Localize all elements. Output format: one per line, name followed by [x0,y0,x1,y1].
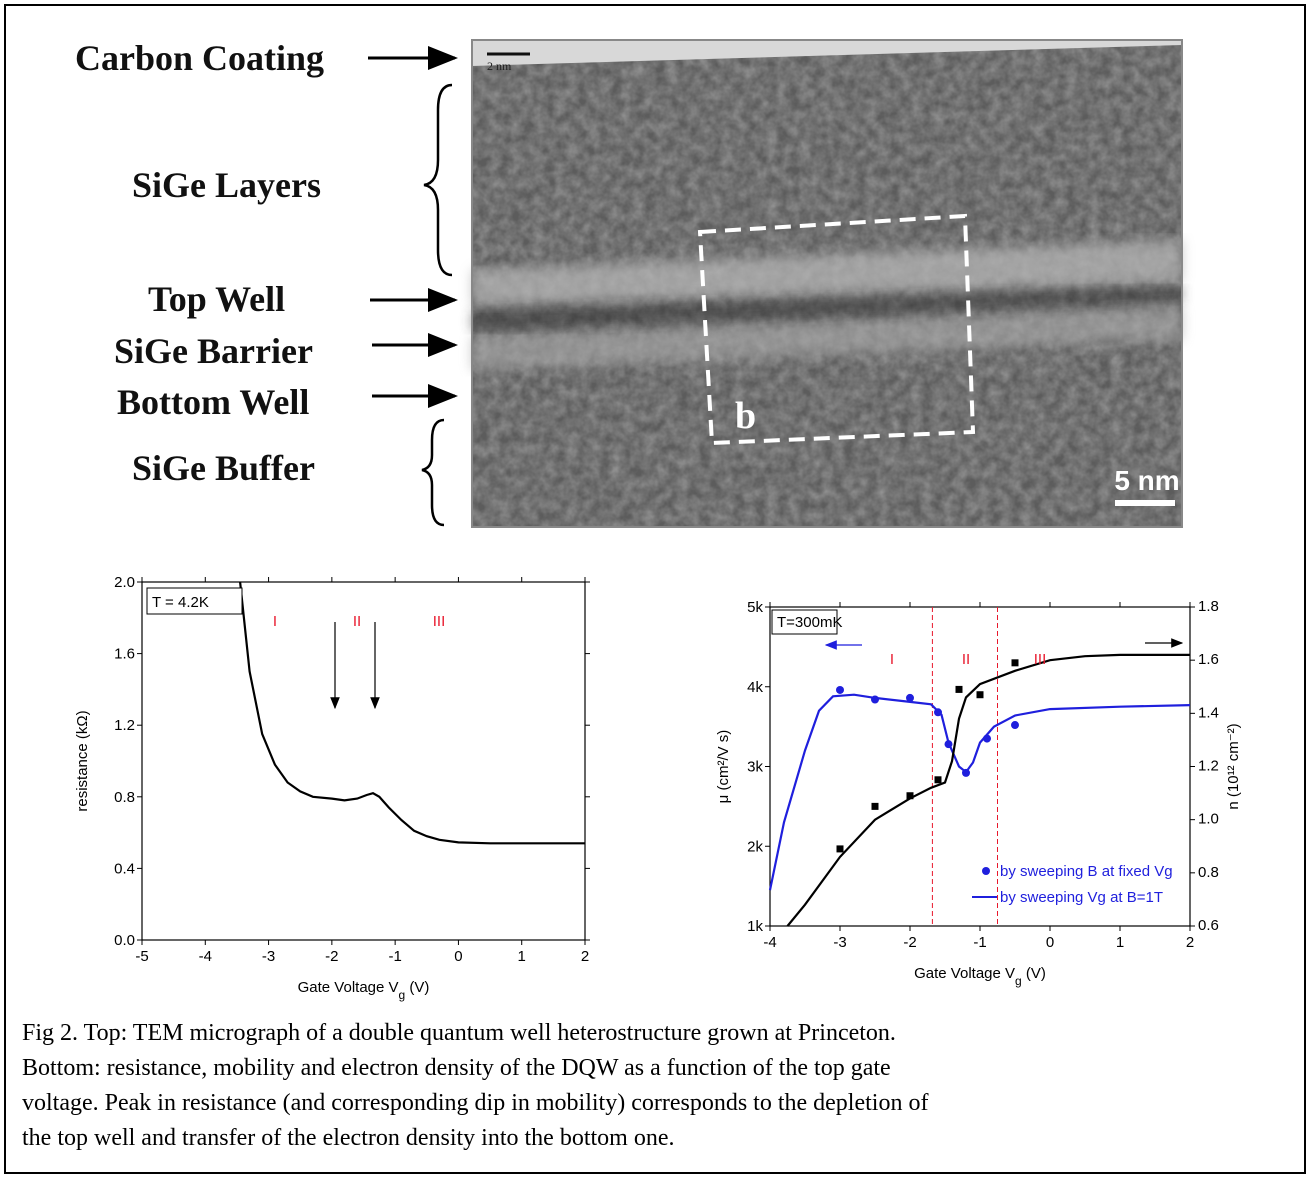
y2-tick-label: 1.2 [1198,758,1219,775]
legend-label: by sweeping B at fixed Vg [1000,863,1173,880]
region-label: II [353,613,361,630]
region-label: III [1034,651,1047,668]
region-label: I [890,651,894,668]
y-tick-label: 3k [747,759,763,776]
scale-bar-label: 5 nm [1114,465,1179,496]
y2-tick-label: 1.8 [1198,598,1219,615]
chart: -5 -4 -3 -2 -1 0 1 2 0.0 0.4 0.8 1.2 1.6 2.0 Gate Volt… [74,574,590,1002]
x-tick-label: -1 [388,948,401,965]
x-axis-label-part: (V) [405,979,429,996]
data-point [1011,659,1019,667]
x-axis-label-part: Gate Voltage V [298,979,399,996]
x-axis-label: Gate Voltage Vg (V) [914,965,1046,988]
plot-frame [141,581,586,941]
annotation-box [146,587,243,615]
y-tick-label: 1.2 [114,717,135,734]
layer-label: Carbon Coating [75,38,324,78]
legend-swatch [982,867,990,875]
layer-label: SiGe Barrier [114,331,313,371]
region-label: II [962,651,970,668]
y-axis-label: μ (cm²/V s) [715,730,732,804]
series-line [239,581,585,845]
y2-tick-label: 0.8 [1198,864,1219,881]
y2-tick-label: 0.6 [1198,917,1219,934]
chart: -4 -3 -2 -1 0 1 2 1k 2k 3k 4k 5k 0.6 0.8 1.0 1.2 1.4 1.6 1… [715,598,1242,988]
series-line [768,693,1191,891]
caption-line: voltage. Peak in resistance (and corresp… [22,1090,928,1116]
data-point [976,691,984,699]
frame [4,4,1306,1174]
x-tick-label: -2 [325,948,338,965]
y-tick-label: 4k [747,679,763,696]
annotation: T=300mK [777,614,842,631]
x-axis-label-part: g [1015,974,1022,988]
caption: Fig 2. Top: TEM micrograph of a double q… [22,1020,928,1151]
region-label: I [273,613,277,630]
x-axis-label-part: Gate Voltage V [914,965,1015,982]
region-label: III [433,613,446,630]
small-scale-label: 2 nm [487,59,512,73]
layer-label: SiGe Buffer [132,448,315,488]
y2-tick-label: 1.4 [1198,704,1219,721]
y-tick-label: 5k [747,599,763,616]
x-axis-label-part: (V) [1022,965,1046,982]
y-tick-label: 1k [747,918,763,935]
data-point [836,685,844,694]
y2-axis-label: n (10¹² cm⁻²) [1225,723,1242,809]
data-point [871,802,879,810]
data-point [1011,721,1019,730]
layer-label: Bottom Well [117,382,309,422]
y-tick-label: 2.0 [114,574,135,591]
x-tick-label: -4 [199,948,212,965]
layer-label: Top Well [148,279,285,319]
data-point [906,693,914,702]
caption-line: the top well and transfer of the electro… [22,1125,675,1151]
annotation: T = 4.2K [152,594,209,611]
x-axis-label: Gate Voltage Vg (V) [298,979,430,1002]
y-axis-label: resistance (kΩ) [74,710,91,811]
y-tick-label: 0.0 [114,932,135,949]
x-tick-label: 2 [1186,934,1194,951]
x-tick-label: -4 [763,934,776,951]
x-tick-label: -1 [973,934,986,951]
layer-labels: Carbon Coating SiGe Layers Top Well SiGe… [75,38,458,527]
x-tick-label: 0 [454,948,462,965]
x-tick-label: -2 [903,934,916,951]
y-tick-label: 0.8 [114,789,135,806]
panel-label: b [735,395,756,437]
x-tick-label: -5 [135,948,148,965]
x-tick-label: 1 [1116,934,1124,951]
data-point [934,776,942,784]
annotation-box [771,609,838,635]
y-tick-label: 0.4 [114,860,135,877]
caption-line: Fig 2. Top: TEM micrograph of a double q… [22,1020,896,1046]
data-point [836,845,844,853]
x-tick-label: 2 [581,948,589,965]
x-tick-label: 1 [518,948,526,965]
data-point [955,685,963,693]
y-tick-label: 2k [747,838,763,855]
caption-line: Bottom: resistance, mobility and electro… [22,1055,891,1081]
x-tick-label: 0 [1046,934,1054,951]
charts: -5 -4 -3 -2 -1 0 1 2 0.0 0.4 0.8 1.2 1.6 2.0 Gate Volt… [74,574,1242,1002]
y2-tick-label: 1.0 [1198,811,1219,828]
x-tick-label: -3 [262,948,275,965]
layer-label: SiGe Layers [132,165,321,205]
x-tick-label: -3 [833,934,846,951]
series-line [786,653,1190,927]
data-point [906,792,914,800]
y2-tick-label: 1.6 [1198,651,1219,668]
y-tick-label: 1.6 [114,646,135,663]
micrograph: b 5 nm 2 nm [471,39,1183,528]
legend-label: by sweeping Vg at B=1T [1000,889,1163,906]
x-axis-label-part: g [399,988,406,1002]
